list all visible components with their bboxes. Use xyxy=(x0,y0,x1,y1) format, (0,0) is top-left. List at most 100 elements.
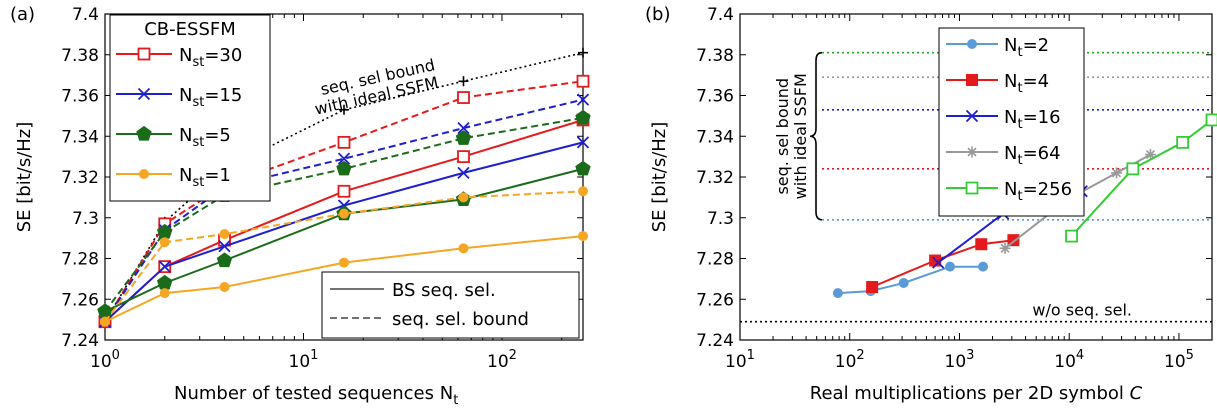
panel-a-legend-marker xyxy=(137,87,151,101)
panel-a-xlabel: Number of tested sequences Nt xyxy=(174,383,458,408)
panel-b-series-4-point xyxy=(1176,135,1190,149)
panel-b-series-1-line xyxy=(871,239,1014,288)
panel-b-brace-label-line1: seq. sel bound xyxy=(773,78,792,195)
panel-a-style-legend-dashed-label: seq. sel. bound xyxy=(392,309,529,330)
panel-b-ytick-label: 7.32 xyxy=(696,168,734,188)
panel-b-legend-label: Nt=64 xyxy=(1004,143,1061,168)
panel-a-ytick-label: 7.3 xyxy=(72,209,99,229)
panel-b-xtick-label: 105 xyxy=(1164,348,1194,372)
panel-a-series-2-bs-point xyxy=(575,160,591,176)
panel-a-series-3-bs-line xyxy=(104,235,584,323)
panel-a-ylabel: SE [bit/s/Hz] xyxy=(14,122,35,233)
panel-b-ytick-label: 7.26 xyxy=(696,290,734,310)
panel-b-legend-label: Nt=16 xyxy=(1004,107,1061,132)
panel-a-ytick-label: 7.4 xyxy=(72,5,99,25)
panel-a-series-3-bound-line xyxy=(104,190,584,323)
panel-b-ytick-label: 7.3 xyxy=(707,209,734,229)
panel-b-ytick-label: 7.36 xyxy=(696,87,734,107)
panel-b-series-0-point xyxy=(832,288,843,299)
panel-b-series-4-point xyxy=(1205,113,1217,127)
panel-a-ytick-label: 7.26 xyxy=(61,290,99,310)
panel-b-series-0-point xyxy=(978,261,989,272)
panel-b-series-3-point xyxy=(1111,167,1123,179)
panel-a-series-3-bs-point xyxy=(100,316,110,327)
panel-a-legend-marker xyxy=(139,169,149,179)
panel-a-ytick-label: 7.34 xyxy=(61,127,99,147)
panel-b-axes: 7.24 7.26 7.28 7.3 7.32 7.34 7.36 7.38 7.4 101 102… xyxy=(645,4,1213,372)
panel-a-series-2-bs-point xyxy=(216,252,233,268)
panel-b-ytick-label: 7.24 xyxy=(696,331,734,351)
panel-a-series-3-bound-point xyxy=(578,186,588,197)
panel-a-series-3-bs-point xyxy=(219,282,230,293)
panel-b-series-4-point xyxy=(1126,162,1140,176)
panel-a-axes: 7.24 7.26 7.28 7.3 7.32 7.34 7.36 7.38 7.4 100 101… xyxy=(10,4,584,372)
panel-a-legend-title: CB-ESSFM xyxy=(144,19,236,40)
panel-a-series-3-bound-point xyxy=(458,192,469,203)
panel-a-series-0-bound-point xyxy=(576,74,590,88)
panel-a-legend-label: Nst=30 xyxy=(179,45,242,70)
panel-a-series-3-bs-point xyxy=(159,288,170,299)
panel-b-series-3-point xyxy=(1144,149,1156,161)
panel-b-xtick-label: 103 xyxy=(945,348,975,372)
panel-a-series-3-bound-point xyxy=(159,237,170,248)
panel-a-legend-marker xyxy=(136,125,152,141)
panel-b-series-4-line xyxy=(1070,119,1213,237)
panel-a-series-0-bound-point xyxy=(457,91,470,104)
panel-a-series-1-bs-point xyxy=(576,136,590,149)
panel-a-series-1-bs-point xyxy=(218,240,231,253)
panel-a-ideal-bound-point xyxy=(339,104,349,115)
panel-b-legend-marker xyxy=(966,146,978,158)
panel-b-series-1-point xyxy=(975,238,988,251)
panel-a-series-0-bs-point xyxy=(337,184,351,198)
panel-a-series-1-bound-point xyxy=(457,121,470,135)
panel-b-xtick-label: 102 xyxy=(835,348,865,372)
panel-a-series-2-bs-point xyxy=(157,274,173,290)
panel-a-xtick-label: 101 xyxy=(289,348,319,372)
panel-a-series-0-bound-point xyxy=(337,135,351,149)
panel-b-legend: Nt=2 Nt=4 Nt=16 Nt=64 Nt=256 xyxy=(938,27,1085,217)
panel-a-ytick-label: 7.28 xyxy=(61,250,99,270)
panel-a-ideal-bound-point xyxy=(458,76,469,87)
panel-a-series-1-bs-point xyxy=(158,260,171,273)
panel-b-legend-box xyxy=(938,27,1085,217)
panel-a-ideal-bound-point xyxy=(578,47,588,58)
panel-b-ytick-label: 7.34 xyxy=(696,127,734,147)
panel-b-brace-label-line2: with ideal SSFM xyxy=(791,73,810,199)
panel-b-xtick-label: 104 xyxy=(1054,348,1084,372)
panel-a-panel-label: (a) xyxy=(10,4,35,25)
panel-a-xtick-label: 102 xyxy=(487,348,517,372)
panel-a-series-2-bs-point xyxy=(97,303,113,318)
panel-a-ytick-label: 7.24 xyxy=(61,331,99,351)
panel-a-series-3-bound-point xyxy=(219,229,230,240)
panel-a-series-3-bound-point xyxy=(339,208,349,219)
panel-b-series-1-point xyxy=(866,281,879,294)
panel-b-legend-label: Nt=256 xyxy=(1004,179,1072,204)
panel-a-style-legend: BS seq. sel. seq. sel. bound xyxy=(321,271,580,339)
panel-b-legend-label: Nt=2 xyxy=(1004,35,1049,60)
panel-b-series-1-point xyxy=(1007,234,1020,247)
panel-b-legend-label: Nt=4 xyxy=(1004,71,1049,96)
panel-a-ytick-label: 7.38 xyxy=(61,46,99,66)
panel-a-series-2-bound-line xyxy=(104,116,584,313)
panel-a-legend-label: Nst=5 xyxy=(179,125,231,150)
panel-a-series-2-bound-point xyxy=(455,130,472,145)
panel-a-series-1-bound-point xyxy=(576,93,590,106)
panel-a-series-2-bound-point xyxy=(575,109,591,125)
panel-a-series-3-bs-point xyxy=(578,231,588,242)
panel-a-legend-label: Nst=1 xyxy=(179,165,231,190)
panel-b-legend-marker xyxy=(965,109,979,123)
panel-a-series-3-bs-point xyxy=(458,243,469,254)
panel-b-ytick-label: 7.28 xyxy=(696,250,734,270)
panel-a-series-3-bs-point xyxy=(339,257,349,268)
panel-b-series-3-point xyxy=(999,242,1011,254)
panel-a-series-1-bs-point xyxy=(457,166,470,180)
panel-a-series-1-bs-line xyxy=(104,141,584,323)
panel-b-xlabel: Real multiplications per 2D symbol C xyxy=(810,383,1143,404)
panel-a-series-2-bs-line xyxy=(104,167,584,313)
panel-a-legend-marker xyxy=(137,47,151,61)
panel-b-series-0-point xyxy=(945,261,956,272)
panel-b-ylabel: SE [bit/s/Hz] xyxy=(649,122,670,233)
panel-a-series xyxy=(97,47,591,329)
panel-a-series-1-bound-point xyxy=(337,152,351,165)
